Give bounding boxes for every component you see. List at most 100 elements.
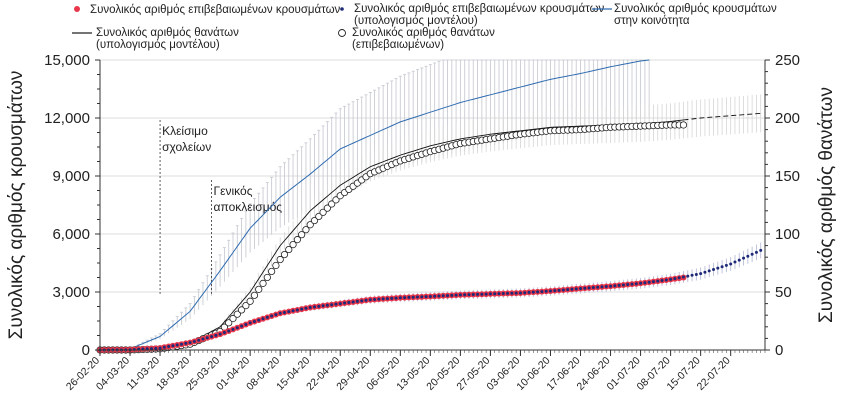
- model-case-point: [428, 294, 432, 298]
- model-case-point: [591, 286, 595, 290]
- model-case-point: [454, 293, 458, 297]
- model-case-point: [716, 266, 720, 270]
- model-case-point: [304, 306, 308, 310]
- y-right-tick: 250: [775, 52, 800, 69]
- model-case-point: [355, 299, 359, 303]
- model-case-point: [583, 286, 587, 290]
- model-case-point: [664, 278, 668, 282]
- model-case-point: [381, 297, 385, 301]
- model-case-point: [471, 292, 475, 296]
- confirmed-death-point: [229, 314, 237, 323]
- y-right-label: Συνολικός αριθμός θανάτων: [816, 87, 837, 323]
- model-case-point: [634, 282, 638, 286]
- model-case-point: [553, 289, 557, 293]
- model-case-point: [570, 287, 574, 291]
- model-case-point: [282, 310, 286, 314]
- model-case-point: [724, 263, 728, 267]
- y-left-tick: 9,000: [52, 168, 90, 185]
- model-case-point: [613, 284, 617, 288]
- model-case-point: [660, 279, 664, 283]
- model-case-point: [647, 280, 651, 284]
- confirmed-death-point: [272, 261, 280, 270]
- model-case-point: [180, 342, 184, 346]
- model-case-point: [617, 283, 621, 287]
- model-case-point: [484, 292, 488, 296]
- y-right-tick: 200: [775, 110, 800, 127]
- series-model-deaths-projection: [683, 112, 761, 121]
- legend: Συνολικός αριθμός επιβεβαιωμένων κρουσμά…: [72, 3, 777, 51]
- y-left-tick: 12,000: [44, 110, 90, 127]
- model-case-point: [707, 269, 711, 273]
- model-case-point: [325, 303, 329, 307]
- model-case-point: [536, 290, 540, 294]
- model-case-point: [287, 310, 291, 314]
- model-case-point: [394, 296, 398, 300]
- model-case-point: [699, 272, 703, 276]
- legend-model-cases-line2: (υπολογισμός μοντέλου): [354, 15, 478, 27]
- model-case-point: [523, 291, 527, 295]
- model-case-point: [630, 282, 634, 286]
- model-case-point: [677, 276, 681, 280]
- y-right-tick: 150: [775, 168, 800, 185]
- y-left-tick: 0: [82, 342, 90, 359]
- grid: [100, 59, 765, 293]
- y-right-tick: 50: [775, 284, 792, 301]
- model-case-point: [377, 297, 381, 301]
- model-case-point: [493, 292, 497, 296]
- model-case-point: [398, 296, 402, 300]
- model-case-point: [712, 267, 716, 271]
- legend-marker-confirmed-cases: [74, 6, 80, 12]
- confirmed-death-point: [259, 279, 267, 287]
- model-case-point: [463, 293, 467, 297]
- model-case-point: [270, 314, 274, 318]
- model-case-point: [458, 293, 462, 297]
- y-right-tick: 0: [775, 342, 783, 359]
- model-case-point: [544, 289, 548, 293]
- series-community-cases: [99, 59, 650, 351]
- y-right-tick: 100: [775, 226, 800, 243]
- model-case-point: [149, 347, 153, 351]
- model-case-point: [385, 297, 389, 301]
- model-case-point: [415, 295, 419, 299]
- confirmed-death-point: [310, 216, 319, 225]
- model-case-point: [300, 307, 304, 311]
- model-case-point: [566, 288, 570, 292]
- model-case-point: [609, 284, 613, 288]
- model-case-point: [518, 291, 522, 295]
- model-case-point: [742, 256, 746, 260]
- model-case-point: [330, 303, 334, 307]
- model-case-point: [244, 323, 248, 327]
- model-case-point: [373, 297, 377, 301]
- model-case-point: [681, 275, 685, 279]
- confirmed-death-point: [332, 196, 340, 204]
- model-case-point: [343, 301, 347, 305]
- model-case-point: [317, 304, 321, 308]
- annotation-label: αποκλεισμός: [214, 200, 283, 214]
- model-case-point: [205, 336, 209, 340]
- model-case-point: [480, 292, 484, 296]
- confirmed-death-point: [276, 255, 284, 264]
- model-case-point: [368, 298, 372, 302]
- model-case-point: [729, 262, 733, 266]
- confirmed-death-point: [246, 297, 254, 305]
- legend-confirmed-deaths-line1: Συνολικός αριθμός θανάτων: [352, 27, 495, 39]
- model-case-point: [321, 304, 325, 308]
- model-case-point: [527, 290, 531, 294]
- model-case-point: [347, 300, 351, 304]
- model-case-point: [390, 296, 394, 300]
- model-case-point: [446, 294, 450, 298]
- model-case-point: [587, 286, 591, 290]
- model-case-point: [248, 321, 252, 325]
- model-case-point: [158, 346, 162, 350]
- model-case-point: [334, 302, 338, 306]
- legend-confirmed-deaths-line2: (επιβεβαιωμένων): [352, 39, 444, 51]
- x-tick: 22-07-20: [695, 355, 733, 393]
- model-case-point: [192, 339, 196, 343]
- legend-model-deaths-line2: (υπολογισμός μοντέλου): [96, 39, 220, 51]
- confirmed-death-point: [293, 236, 301, 244]
- model-case-point: [360, 299, 364, 303]
- legend-confirmed-cases: Συνολικός αριθμός επιβεβαιωμένων κρουσμά…: [90, 4, 341, 16]
- model-case-point: [214, 333, 218, 337]
- model-case-point: [703, 270, 707, 274]
- model-case-point: [574, 287, 578, 291]
